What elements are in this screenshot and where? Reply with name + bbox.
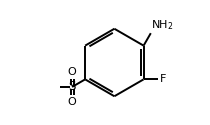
Text: O: O [68,67,76,77]
Text: NH$_2$: NH$_2$ [151,18,174,32]
Text: S: S [68,80,76,93]
Text: O: O [68,97,76,107]
Text: F: F [159,74,166,84]
